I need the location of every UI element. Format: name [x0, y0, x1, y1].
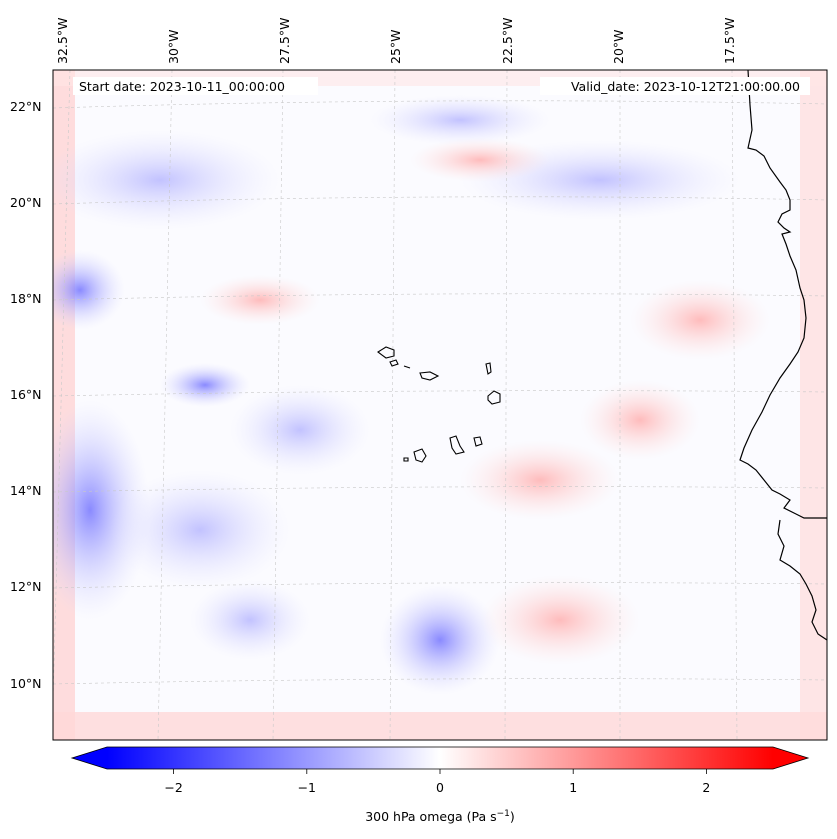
- colorbar-max-extend: [773, 747, 808, 769]
- omega-field: [53, 70, 827, 740]
- lon-tick-label: 30°W: [166, 29, 181, 64]
- lon-tick-label: 22.5°W: [500, 18, 515, 64]
- lon-tick-label: 17.5°W: [722, 18, 737, 64]
- start-date-label: Start date: 2023-10-11_00:00:00: [79, 79, 285, 94]
- valid-date-label: Valid_date: 2023-10-12T21:00:00.00: [571, 79, 800, 94]
- lat-tick-label: 20°N: [10, 195, 42, 210]
- colorbar-tick-label: 2: [702, 780, 710, 795]
- lat-tick-label: 14°N: [10, 483, 42, 498]
- lon-tick-label: 25°W: [388, 29, 403, 64]
- lat-tick-label: 12°N: [10, 579, 42, 594]
- lon-tick-label: 27.5°W: [277, 18, 292, 64]
- colorbar-tick-label: −2: [164, 780, 182, 795]
- lat-tick-label: 10°N: [10, 676, 42, 691]
- colorbar: −2 −1 0 1 2 300 hPa omega (Pa s−1): [70, 746, 810, 824]
- cape-verde-islands: [377, 346, 501, 463]
- latitude-ticks: 22°N 20°N 18°N 16°N 14°N 12°N 10°N: [10, 99, 42, 691]
- longitude-ticks: 32.5°W 30°W 27.5°W 25°W 22.5°W 20°W 17.5…: [55, 18, 737, 64]
- lat-tick-label: 22°N: [10, 99, 42, 114]
- colorbar-min-extend: [72, 747, 107, 769]
- lat-tick-label: 16°N: [10, 387, 42, 402]
- lon-tick-label: 32.5°W: [55, 18, 70, 64]
- map-frame: [52, 69, 828, 741]
- lon-tick-label: 20°W: [611, 29, 626, 64]
- africa-coastline: [739, 70, 827, 519]
- colorbar-tick-label: 0: [436, 780, 444, 795]
- colorbar-gradient: [107, 747, 773, 769]
- graticule: [53, 70, 827, 740]
- colorbar-label: 300 hPa omega (Pa s−1): [365, 809, 515, 824]
- colorbar-tick-label: 1: [569, 780, 577, 795]
- lat-tick-label: 18°N: [10, 291, 42, 306]
- colorbar-tick-label: −1: [298, 780, 316, 795]
